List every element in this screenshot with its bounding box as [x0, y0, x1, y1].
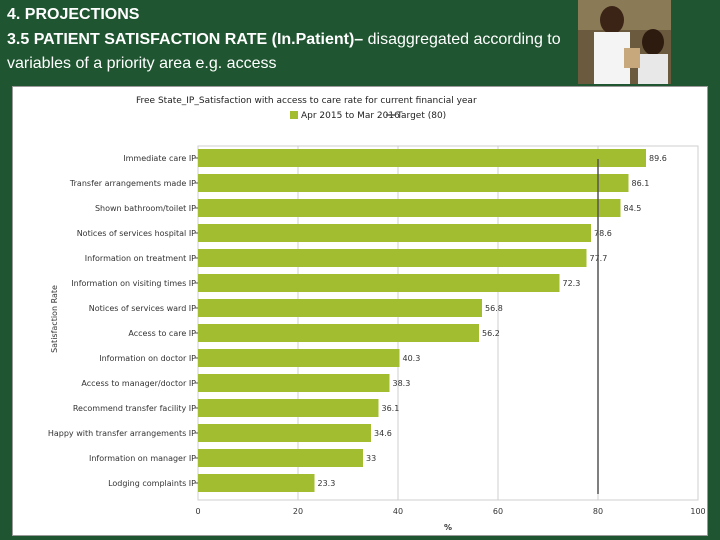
- x-tick-label: 60: [493, 507, 503, 516]
- value-label: 78.6: [594, 229, 612, 238]
- chart-panel: Free State_IP_Satisfaction with access t…: [12, 86, 708, 536]
- bar: [198, 424, 371, 442]
- header-photo: [578, 0, 671, 84]
- category-label: Information on treatment IP: [85, 254, 196, 263]
- category-label: Recommend transfer facility IP: [73, 404, 196, 413]
- value-label: 36.1: [382, 404, 400, 413]
- value-label: 84.5: [624, 204, 642, 213]
- slide-subtitle: variables of a priority area e.g. access: [7, 55, 277, 72]
- value-label: 23.3: [318, 479, 336, 488]
- category-label: Lodging complaints IP: [108, 479, 196, 488]
- slide-title: 3.5 PATIENT SATISFACTION RATE (In.Patien…: [7, 31, 561, 49]
- category-label: Access to manager/doctor IP: [81, 379, 196, 388]
- category-labels: Immediate care IP Transfer arrangements m…: [48, 154, 198, 488]
- bars: [198, 149, 646, 492]
- bar-chart: Free State_IP_Satisfaction with access t…: [48, 96, 706, 532]
- bar: [198, 274, 560, 292]
- category-label: Information on visiting times IP: [71, 279, 196, 288]
- bar: [198, 199, 621, 217]
- bar: [198, 224, 591, 242]
- bar: [198, 174, 629, 192]
- section-heading: 4. PROJECTIONS: [7, 6, 140, 23]
- legend-swatch-series: [290, 111, 298, 119]
- bar: [198, 349, 400, 367]
- x-tick-label: 80: [593, 507, 603, 516]
- category-label: Shown bathroom/toilet IP: [95, 204, 196, 213]
- value-label: 40.3: [403, 354, 421, 363]
- legend-label-series: Apr 2015 to Mar 2016: [301, 111, 400, 121]
- bar: [198, 249, 587, 267]
- slide-title-bold: 3.5 PATIENT SATISFACTION RATE (In.Patien…: [7, 31, 364, 48]
- value-labels: 89.686.184.578.677.772.356.856.240.338.3…: [318, 154, 667, 488]
- chart-title: Free State_IP_Satisfaction with access t…: [136, 96, 477, 106]
- bar: [198, 374, 390, 392]
- bar: [198, 399, 379, 417]
- value-label: 33: [366, 454, 376, 463]
- x-tick-label: 100: [690, 507, 705, 516]
- legend-label-target: Target (80): [396, 111, 446, 121]
- category-label: Notices of services hospital IP: [77, 229, 196, 238]
- category-label: Notices of services ward IP: [89, 304, 196, 313]
- bar: [198, 324, 479, 342]
- value-label: 89.6: [649, 154, 667, 163]
- category-label: Information on doctor IP: [99, 354, 196, 363]
- bar: [198, 149, 646, 167]
- slide-title-rest: disaggregated according to: [363, 31, 561, 48]
- value-label: 38.3: [393, 379, 411, 388]
- bar: [198, 299, 482, 317]
- bar: [198, 449, 363, 467]
- x-axis-ticks: 0 20 40 60 80 100: [195, 507, 705, 516]
- category-label: Happy with transfer arrangements IP: [48, 429, 196, 438]
- value-label: 34.6: [374, 429, 392, 438]
- value-label: 56.8: [485, 304, 503, 313]
- x-tick-label: 0: [195, 507, 200, 516]
- category-label: Transfer arrangements made IP: [69, 179, 196, 188]
- x-tick-label: 20: [293, 507, 303, 516]
- legend: Apr 2015 to Mar 2016 Target (80): [290, 111, 446, 121]
- value-label: 72.3: [563, 279, 581, 288]
- x-tick-label: 40: [393, 507, 403, 516]
- bar: [198, 474, 315, 492]
- x-axis-label: %: [444, 523, 452, 532]
- value-label: 86.1: [632, 179, 650, 188]
- slide-header: 4. PROJECTIONS 3.5 PATIENT SATISFACTION …: [0, 0, 720, 84]
- value-label: 56.2: [482, 329, 500, 338]
- category-label: Access to care IP: [128, 329, 196, 338]
- category-label: Immediate care IP: [123, 154, 196, 163]
- y-axis-label: Satisfaction Rate: [50, 285, 59, 353]
- category-label: Information on manager IP: [89, 454, 196, 463]
